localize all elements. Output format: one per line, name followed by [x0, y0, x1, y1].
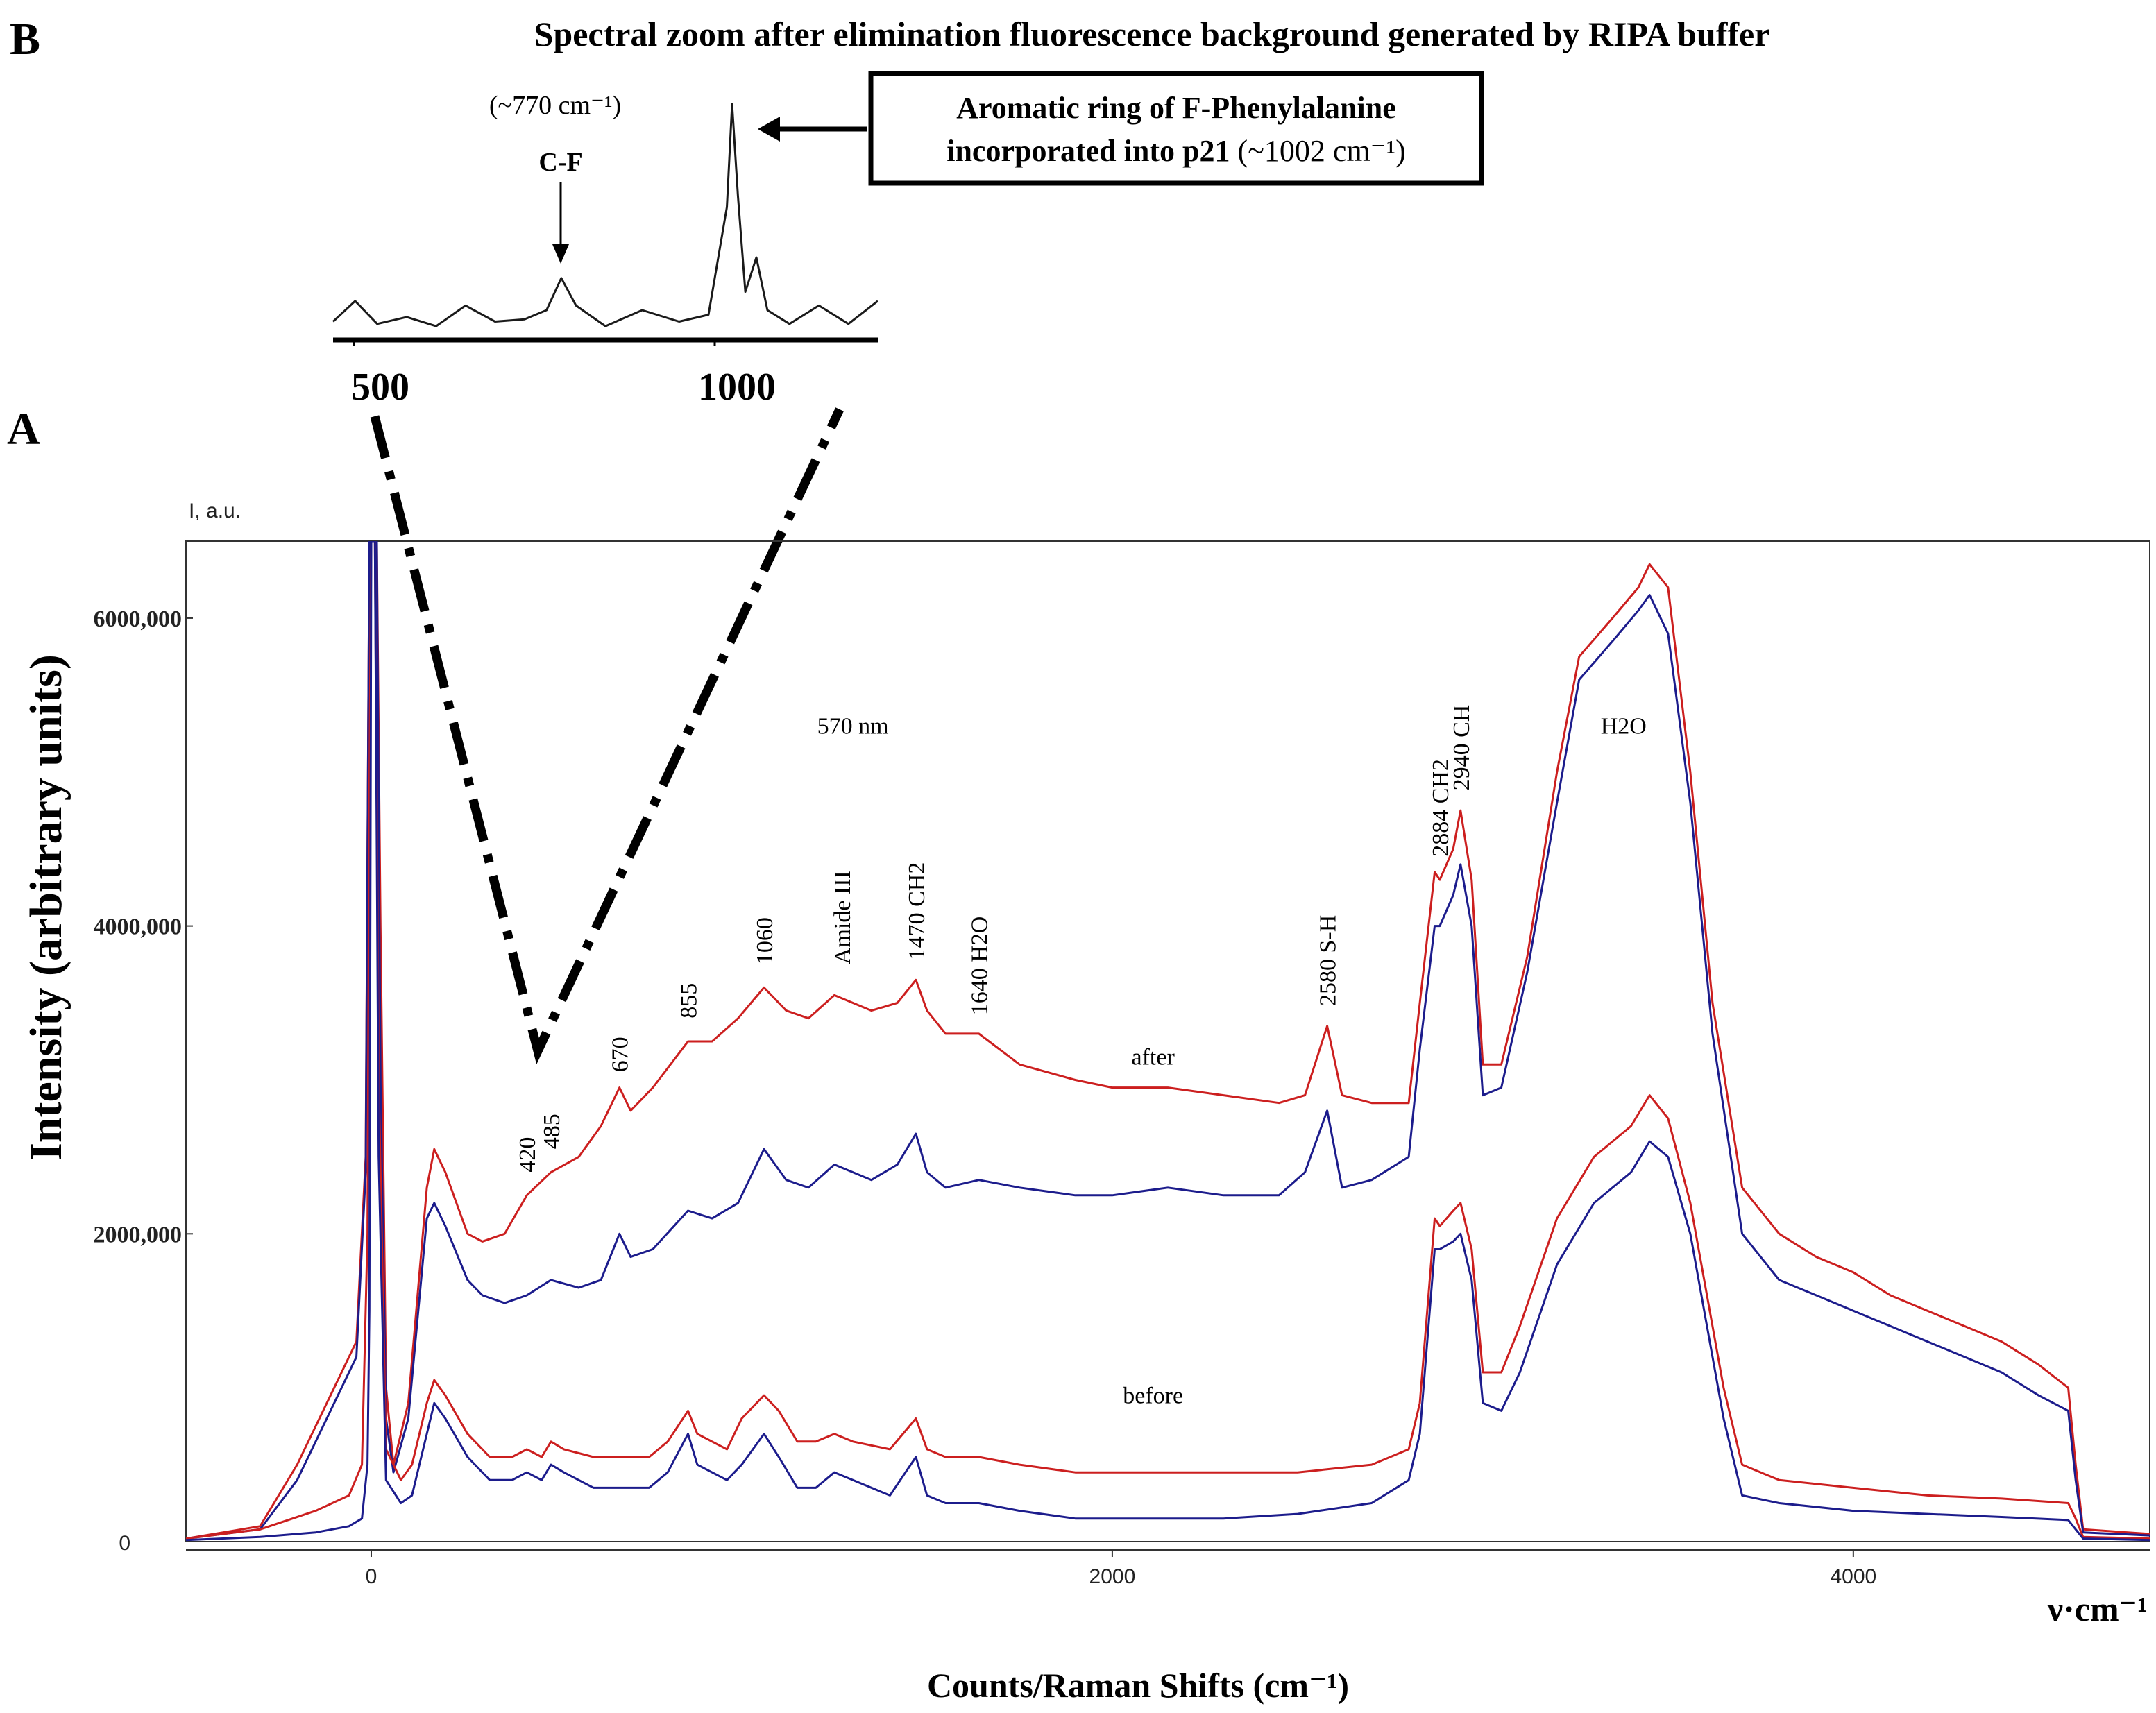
peak-label: 485	[539, 1114, 565, 1149]
cf-arrow-head	[552, 244, 569, 264]
zoom-plot	[332, 103, 878, 327]
y-tick-label: 6000,000	[94, 606, 183, 632]
y-tick-label: 0	[119, 1532, 130, 1555]
panel-b-label: B	[10, 14, 40, 65]
main-axes: 0 2000 4000 0 2000,000 4000,000 6000,000	[94, 540, 2150, 1588]
x-tick-label: 0	[366, 1565, 377, 1588]
cf-label: C-F	[538, 148, 582, 177]
peak-label: 670	[608, 1037, 634, 1072]
peak-label: 420	[515, 1137, 541, 1173]
peak-label: 1640 H2O	[967, 917, 993, 1016]
zoom-tick-label-500: 500	[351, 366, 409, 409]
annotation-box	[868, 71, 1484, 186]
series-line	[186, 541, 2150, 1542]
chart-annotation: before	[1123, 1383, 1183, 1408]
zoom-guide-lines	[370, 407, 844, 1065]
peak-label: 2884 CH2	[1428, 759, 1454, 857]
annotations: 570 nm H2O after before	[817, 713, 1647, 1408]
main-series	[186, 541, 2150, 1542]
annotation-line-2: incorporated into p21 (~1002 cm⁻¹)	[947, 134, 1406, 168]
y-tick-label: 2000,000	[94, 1222, 183, 1247]
x-unit-label: ν·cm⁻¹	[2047, 1590, 2148, 1628]
x-tick-label: 4000	[1830, 1565, 1876, 1588]
peak-label: Amide III	[830, 871, 856, 964]
chart-annotation: H2O	[1601, 713, 1647, 739]
peak-label: 855	[677, 983, 702, 1019]
peak-arrow-head	[758, 117, 780, 142]
x-axis-title: Counts/Raman Shifts (cm⁻¹)	[927, 1666, 1349, 1705]
cf-wavenumber: (~770 cm⁻¹)	[489, 91, 621, 120]
y-axis-title: Intensity (arbitrary units)	[21, 654, 71, 1161]
chart-annotation: after	[1132, 1044, 1175, 1070]
panel-a-label: A	[7, 404, 40, 454]
peak-label: 1470 CH2	[904, 862, 930, 960]
x-tick-label: 2000	[1089, 1565, 1136, 1588]
annotation-line-1: Aromatic ring of F-Phenylalanine	[956, 91, 1395, 125]
panel-b-title: Spectral zoom after elimination fluoresc…	[534, 15, 1770, 53]
y-tick-label: 4000,000	[94, 914, 183, 940]
annotation-line-2-bold: incorporated into p21	[947, 134, 1230, 168]
zoom-series-line	[332, 103, 878, 327]
plot-frame	[185, 540, 2150, 1542]
zoom-tick-label-1000: 1000	[698, 366, 776, 409]
series-line	[186, 541, 2150, 1540]
peak-label: 2580 S-H	[1316, 915, 1341, 1006]
series-line	[186, 541, 2150, 1540]
peak-label: 2940 CH	[1449, 705, 1475, 791]
series-line	[186, 541, 2150, 1540]
chart-annotation: 570 nm	[817, 713, 889, 739]
annotation-line-2-rest: (~1002 cm⁻¹)	[1230, 134, 1405, 168]
axis-unit-label: I, a.u.	[189, 500, 241, 522]
peak-label: 1060	[752, 917, 778, 964]
